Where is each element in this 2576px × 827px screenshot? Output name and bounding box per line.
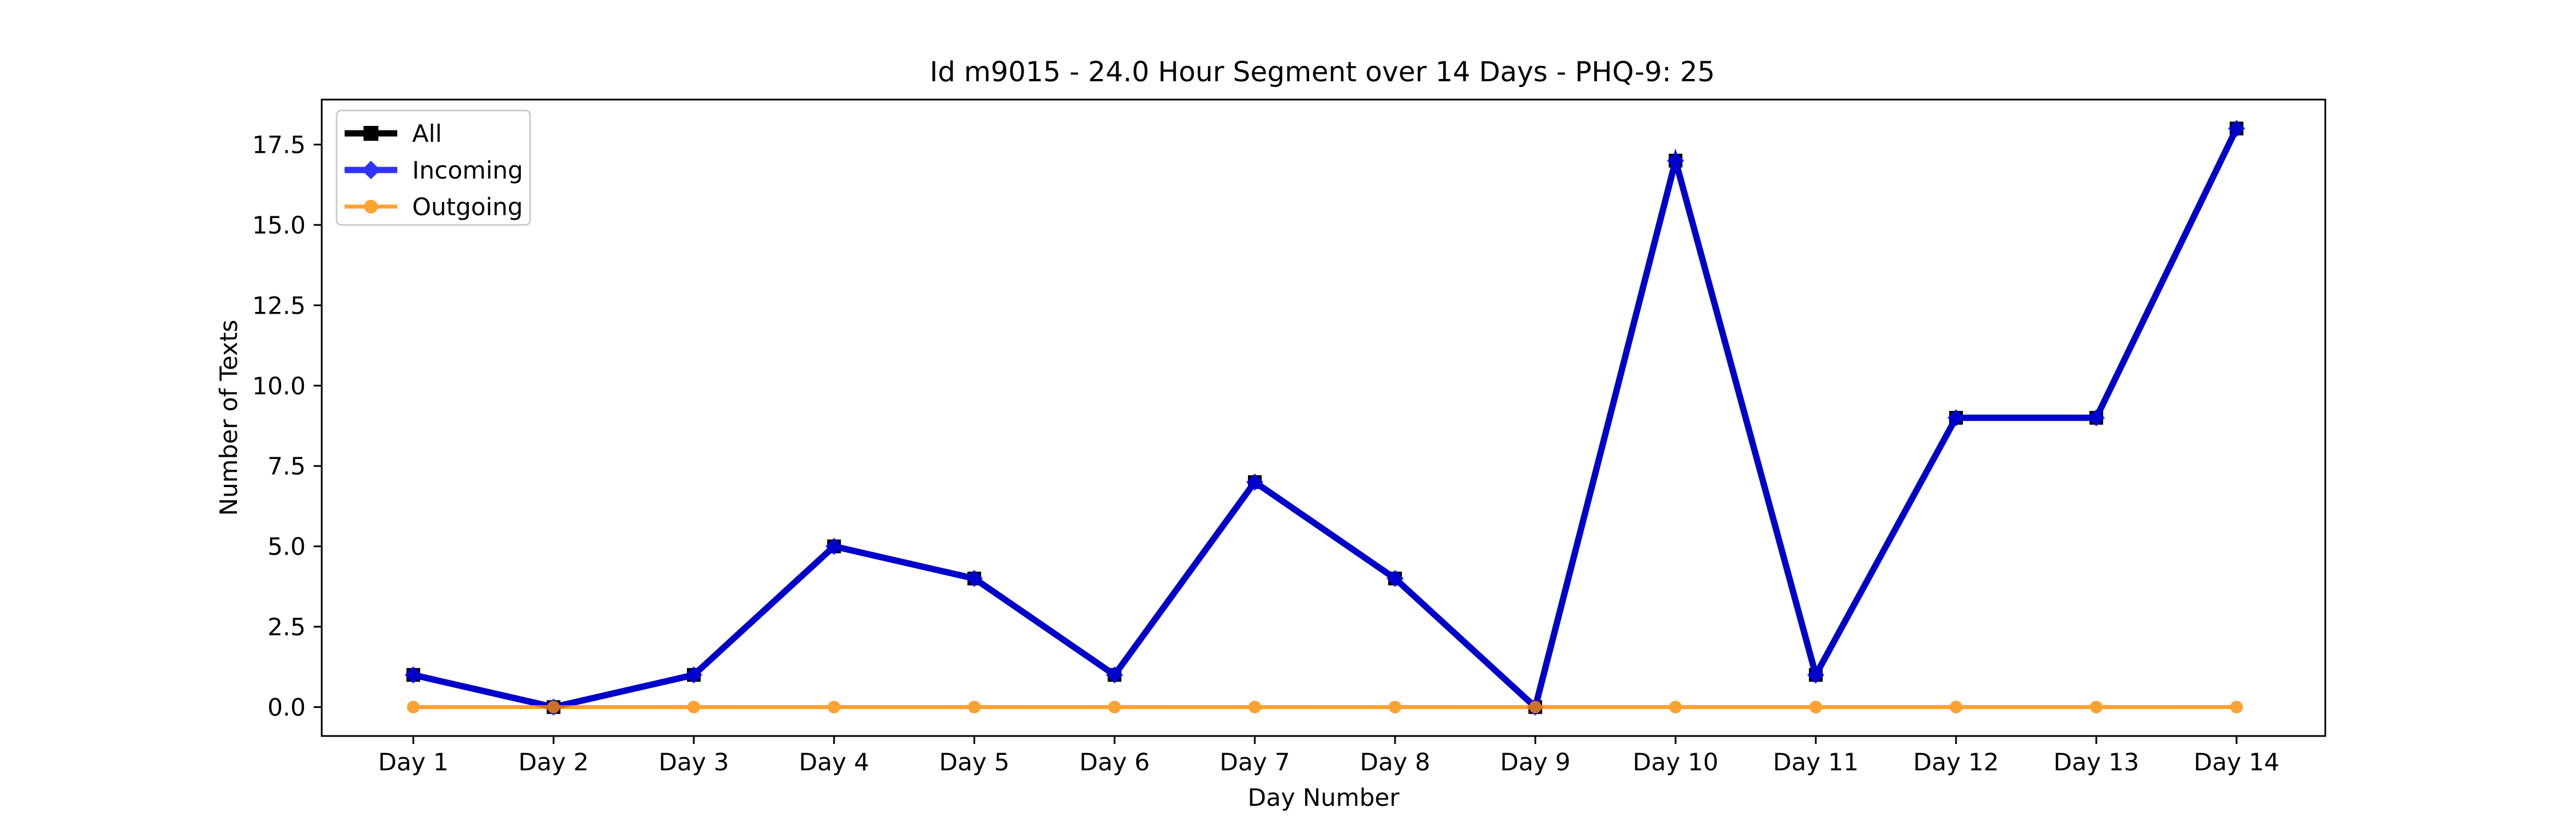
y-tick-label: 12.5	[252, 291, 306, 319]
y-tick-label: 7.5	[267, 452, 306, 480]
data-point	[1389, 701, 1401, 714]
x-tick-label: Day 7	[1219, 748, 1290, 776]
legend-box	[335, 109, 531, 226]
data-point	[2090, 701, 2103, 714]
plot-area	[405, 120, 2245, 716]
x-tick-label: Day 6	[1079, 748, 1149, 776]
data-point	[1106, 666, 1123, 684]
legend-swatch	[345, 160, 397, 180]
data-point	[2088, 409, 2105, 426]
data-point	[966, 569, 983, 587]
data-point	[1950, 701, 1962, 714]
y-tick-label: 5.0	[267, 533, 306, 561]
y-tick-label: 0.0	[267, 693, 306, 721]
y-tick-label: 17.5	[252, 131, 306, 159]
data-point	[1529, 701, 1542, 714]
series-outgoing	[407, 701, 2243, 714]
y-tick-label: 10.0	[252, 372, 306, 400]
data-point	[405, 666, 422, 684]
legend: All Incoming Outgoing	[335, 109, 531, 226]
x-tick-label: Day 10	[1633, 748, 1718, 776]
x-tick-label: Day 12	[1913, 748, 1999, 776]
data-point	[2228, 120, 2245, 137]
legend-marker	[361, 160, 381, 180]
plot-frame	[321, 98, 2326, 737]
series-incoming	[405, 120, 2245, 716]
x-axis-label: Day Number	[1247, 784, 1400, 812]
y-tick-label: 15.0	[252, 211, 306, 239]
data-point	[1249, 701, 1261, 714]
x-tick-label: Day 8	[1360, 748, 1430, 776]
data-point	[1809, 701, 1822, 714]
data-point	[547, 701, 560, 714]
x-tick-label: Day 9	[1500, 748, 1570, 776]
data-point	[968, 701, 981, 714]
x-tick-label: Day 13	[2053, 748, 2139, 776]
data-point	[1667, 152, 1684, 169]
data-point	[688, 701, 700, 714]
data-point	[407, 701, 420, 714]
data-point	[1807, 666, 1824, 684]
axes: Day 1 Day 2 Day 3 Day 4 Day 5 Day 6 Day 7 Day 8…	[252, 131, 2279, 776]
data-point	[825, 537, 843, 555]
data-point	[685, 666, 702, 684]
x-tick-label: Day 3	[658, 748, 729, 776]
y-axis-label: Number of Texts	[215, 320, 243, 516]
x-tick-label: Day 1	[378, 748, 448, 776]
legend-marker	[364, 200, 378, 213]
data-point	[1246, 473, 1263, 491]
data-point	[2230, 701, 2243, 714]
data-point	[1386, 569, 1404, 587]
x-tick-label: Day 11	[1773, 748, 1859, 776]
y-tick-label: 2.5	[267, 613, 306, 641]
x-tick-label: Day 14	[2194, 748, 2279, 776]
legend-label: Incoming	[412, 156, 523, 184]
legend-label: Outgoing	[412, 193, 523, 221]
data-point	[1108, 701, 1121, 714]
legend-label: All	[412, 120, 442, 148]
x-tick-label: Day 4	[799, 748, 869, 776]
x-tick-label: Day 5	[939, 748, 1009, 776]
legend-marker	[364, 126, 378, 141]
series-line	[412, 127, 2239, 713]
legend-swatch	[345, 126, 397, 141]
data-point	[828, 701, 840, 714]
legend-swatch	[345, 200, 397, 213]
x-tick-label: Day 2	[518, 748, 588, 776]
data-point	[1947, 409, 1965, 426]
chart-title: Id m9015 - 24.0 Hour Segment over 14 Day…	[930, 56, 1715, 88]
data-point	[1669, 701, 1682, 714]
